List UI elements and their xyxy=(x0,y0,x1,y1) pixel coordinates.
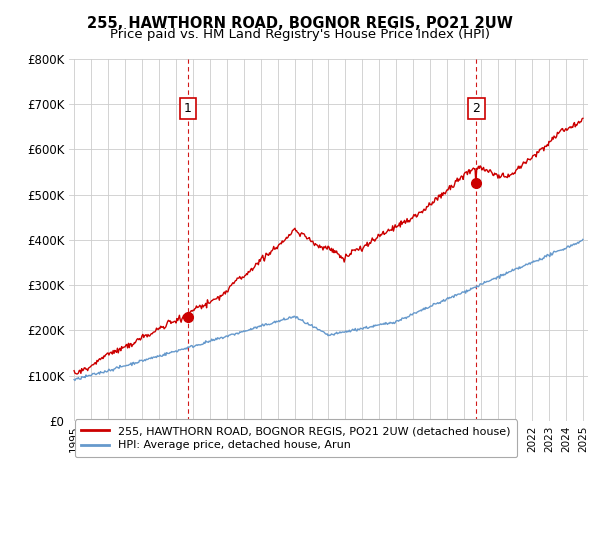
Text: 2: 2 xyxy=(472,102,480,115)
Text: Price paid vs. HM Land Registry's House Price Index (HPI): Price paid vs. HM Land Registry's House … xyxy=(110,28,490,41)
Text: 1: 1 xyxy=(184,102,192,115)
Legend: 255, HAWTHORN ROAD, BOGNOR REGIS, PO21 2UW (detached house), HPI: Average price,: 255, HAWTHORN ROAD, BOGNOR REGIS, PO21 2… xyxy=(74,419,517,457)
Text: 255, HAWTHORN ROAD, BOGNOR REGIS, PO21 2UW: 255, HAWTHORN ROAD, BOGNOR REGIS, PO21 2… xyxy=(87,16,513,31)
